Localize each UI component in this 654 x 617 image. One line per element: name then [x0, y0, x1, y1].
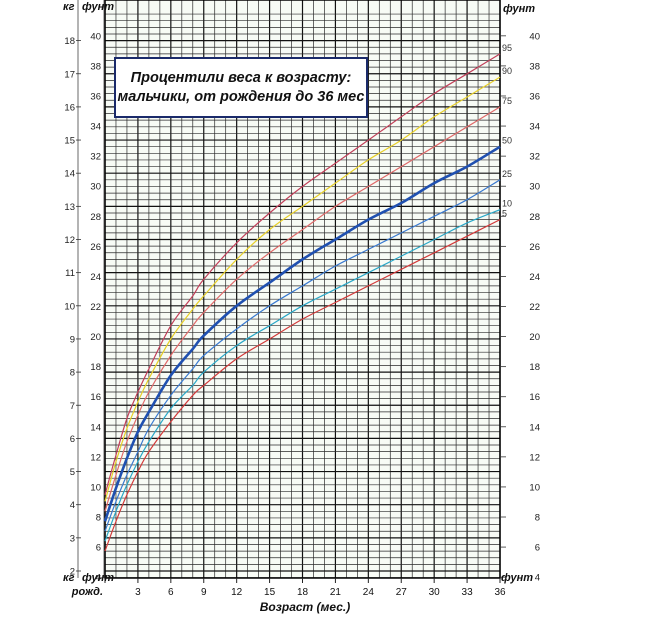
percentile-75-label: 75 — [502, 96, 512, 106]
percentile-labels: 510 25 50 75 90 95 — [502, 43, 512, 219]
lb-tick-label-right: 40 — [529, 31, 540, 42]
lb-tick-label-left: 32 — [90, 152, 101, 163]
kg-tick-label: 12 — [64, 235, 75, 246]
kg-tick-label: 8 — [70, 368, 75, 379]
chart-subtitle: мальчики, от рождения до 36 мес — [117, 88, 365, 105]
left-axis: 2345678910111213141516171846810121416182… — [64, 0, 105, 584]
percentile-50-label: 50 — [502, 136, 512, 146]
lb-tick-label-right: 28 — [529, 212, 540, 223]
percentile-10-label: 10 — [502, 199, 512, 209]
lb-tick-label-left: 38 — [90, 61, 101, 72]
lb-tick-label-left: 16 — [90, 392, 101, 403]
kg-tick-label: 7 — [70, 401, 75, 412]
kg-tick-label: 11 — [65, 268, 75, 279]
kg-tick-label: 15 — [64, 136, 75, 147]
kg-tick-label: 6 — [70, 434, 75, 445]
unit-lb-top-left: фунт — [82, 1, 114, 13]
lb-tick-label-left: 12 — [90, 452, 101, 463]
percentile-10-line — [104, 209, 501, 542]
x-tick-label: 15 — [264, 587, 276, 598]
percentile-90-line — [104, 76, 501, 502]
lb-tick-label-left: 6 — [96, 543, 101, 554]
lb-tick-label-left: 10 — [90, 482, 101, 493]
percentile-75-line — [104, 106, 501, 512]
lb-tick-label-left: 26 — [90, 242, 101, 253]
lb-tick-label-right: 10 — [529, 482, 540, 493]
kg-tick-label: 3 — [70, 533, 75, 544]
x-axis-title: Возраст (мес.) — [260, 600, 351, 614]
lb-tick-label-left: 20 — [90, 332, 101, 343]
lb-tick-label-left: 14 — [90, 422, 101, 433]
percentile-50-line — [103, 145, 501, 522]
x-tick-label: 33 — [462, 587, 474, 598]
x-tick-label: 30 — [429, 587, 441, 598]
x-tick-label: 3 — [135, 587, 141, 598]
percentile-25-label: 25 — [502, 169, 512, 179]
unit-lb-bottom-left: фунт — [82, 572, 114, 584]
x-tick-label: 18 — [297, 587, 309, 598]
x-tick-label: 24 — [363, 587, 375, 598]
lb-tick-label-right: 32 — [529, 152, 540, 163]
x-tick-label: 27 — [396, 587, 408, 598]
lb-tick-label-right: 14 — [529, 422, 540, 433]
kg-tick-label: 5 — [70, 467, 75, 478]
lb-tick-label-right: 30 — [529, 182, 540, 193]
chart-title: Процентили веса к возрасту: — [130, 69, 352, 86]
x-tick-label: 6 — [168, 587, 174, 598]
kg-tick-label: 4 — [70, 500, 75, 511]
lb-tick-label-right: 26 — [529, 242, 540, 253]
lb-tick-label-left: 4 — [96, 573, 101, 584]
percentile-5-line — [104, 219, 501, 552]
lb-tick-label-left: 8 — [96, 513, 101, 524]
unit-kg-bottom-left: кг — [63, 572, 75, 584]
unit-lb-bottom-right: фунт — [501, 572, 533, 584]
percentile-90-label: 90 — [502, 66, 512, 76]
x-tick-label: 36 — [494, 587, 506, 598]
lb-tick-label-right: 36 — [529, 91, 540, 102]
x-tick-label: 21 — [330, 587, 342, 598]
right-axis: 4 6 8 10 12 14 16 18 20 22 24 26 28 30 32 34 36 38 40 — [500, 31, 540, 584]
x-axis: рожд. 3 6 9 12 15 18 21 24 27 30 33 36 — [71, 578, 506, 598]
kg-tick-label: 13 — [64, 202, 75, 213]
x-tick-label: 12 — [231, 587, 243, 598]
lb-tick-label-right: 18 — [529, 362, 540, 373]
percentile-5-label: 5 — [502, 209, 507, 219]
kg-tick-label: 14 — [64, 169, 75, 180]
lb-tick-label-right: 16 — [529, 392, 540, 403]
lb-tick-label-right: 22 — [529, 302, 540, 313]
lb-tick-label-right: 24 — [529, 272, 540, 283]
lb-tick-label-left: 34 — [90, 122, 101, 133]
lb-tick-label-right: 20 — [529, 332, 540, 343]
kg-tick-label: 16 — [64, 102, 75, 113]
lb-tick-label-left: 18 — [90, 362, 101, 373]
x-tick-label: 9 — [201, 587, 207, 598]
lb-tick-label-left: 28 — [90, 212, 101, 223]
lb-tick-label-right: 34 — [529, 122, 540, 133]
unit-lb-top-right: фунт — [503, 3, 535, 15]
lb-tick-label-right: 6 — [535, 543, 540, 554]
percentile-95-label: 95 — [502, 43, 512, 53]
percentile-25-line — [104, 179, 501, 532]
lb-tick-label-left: 30 — [90, 182, 101, 193]
lb-tick-label-left: 36 — [90, 91, 101, 102]
unit-kg-top-left: кг — [63, 1, 75, 13]
lb-tick-label-right: 38 — [529, 61, 540, 72]
lb-tick-label-right: 12 — [529, 452, 540, 463]
percentile-curves — [103, 53, 501, 552]
chart-title-box: Процентили веса к возрасту: мальчики, от… — [114, 57, 368, 118]
lb-tick-label-left: 22 — [90, 302, 101, 313]
kg-tick-label: 10 — [64, 301, 75, 312]
percentile-95-line — [104, 53, 501, 495]
lb-tick-label-right: 4 — [535, 573, 540, 584]
kg-tick-label: 18 — [64, 36, 75, 47]
kg-tick-label: 17 — [64, 69, 75, 80]
x-tick-label: рожд. — [71, 586, 103, 598]
lb-tick-label-left: 40 — [90, 31, 101, 42]
lb-tick-label-left: 24 — [90, 272, 101, 283]
kg-tick-label: 2 — [70, 567, 75, 578]
kg-tick-label: 9 — [70, 334, 75, 345]
lb-tick-label-right: 8 — [535, 513, 540, 524]
